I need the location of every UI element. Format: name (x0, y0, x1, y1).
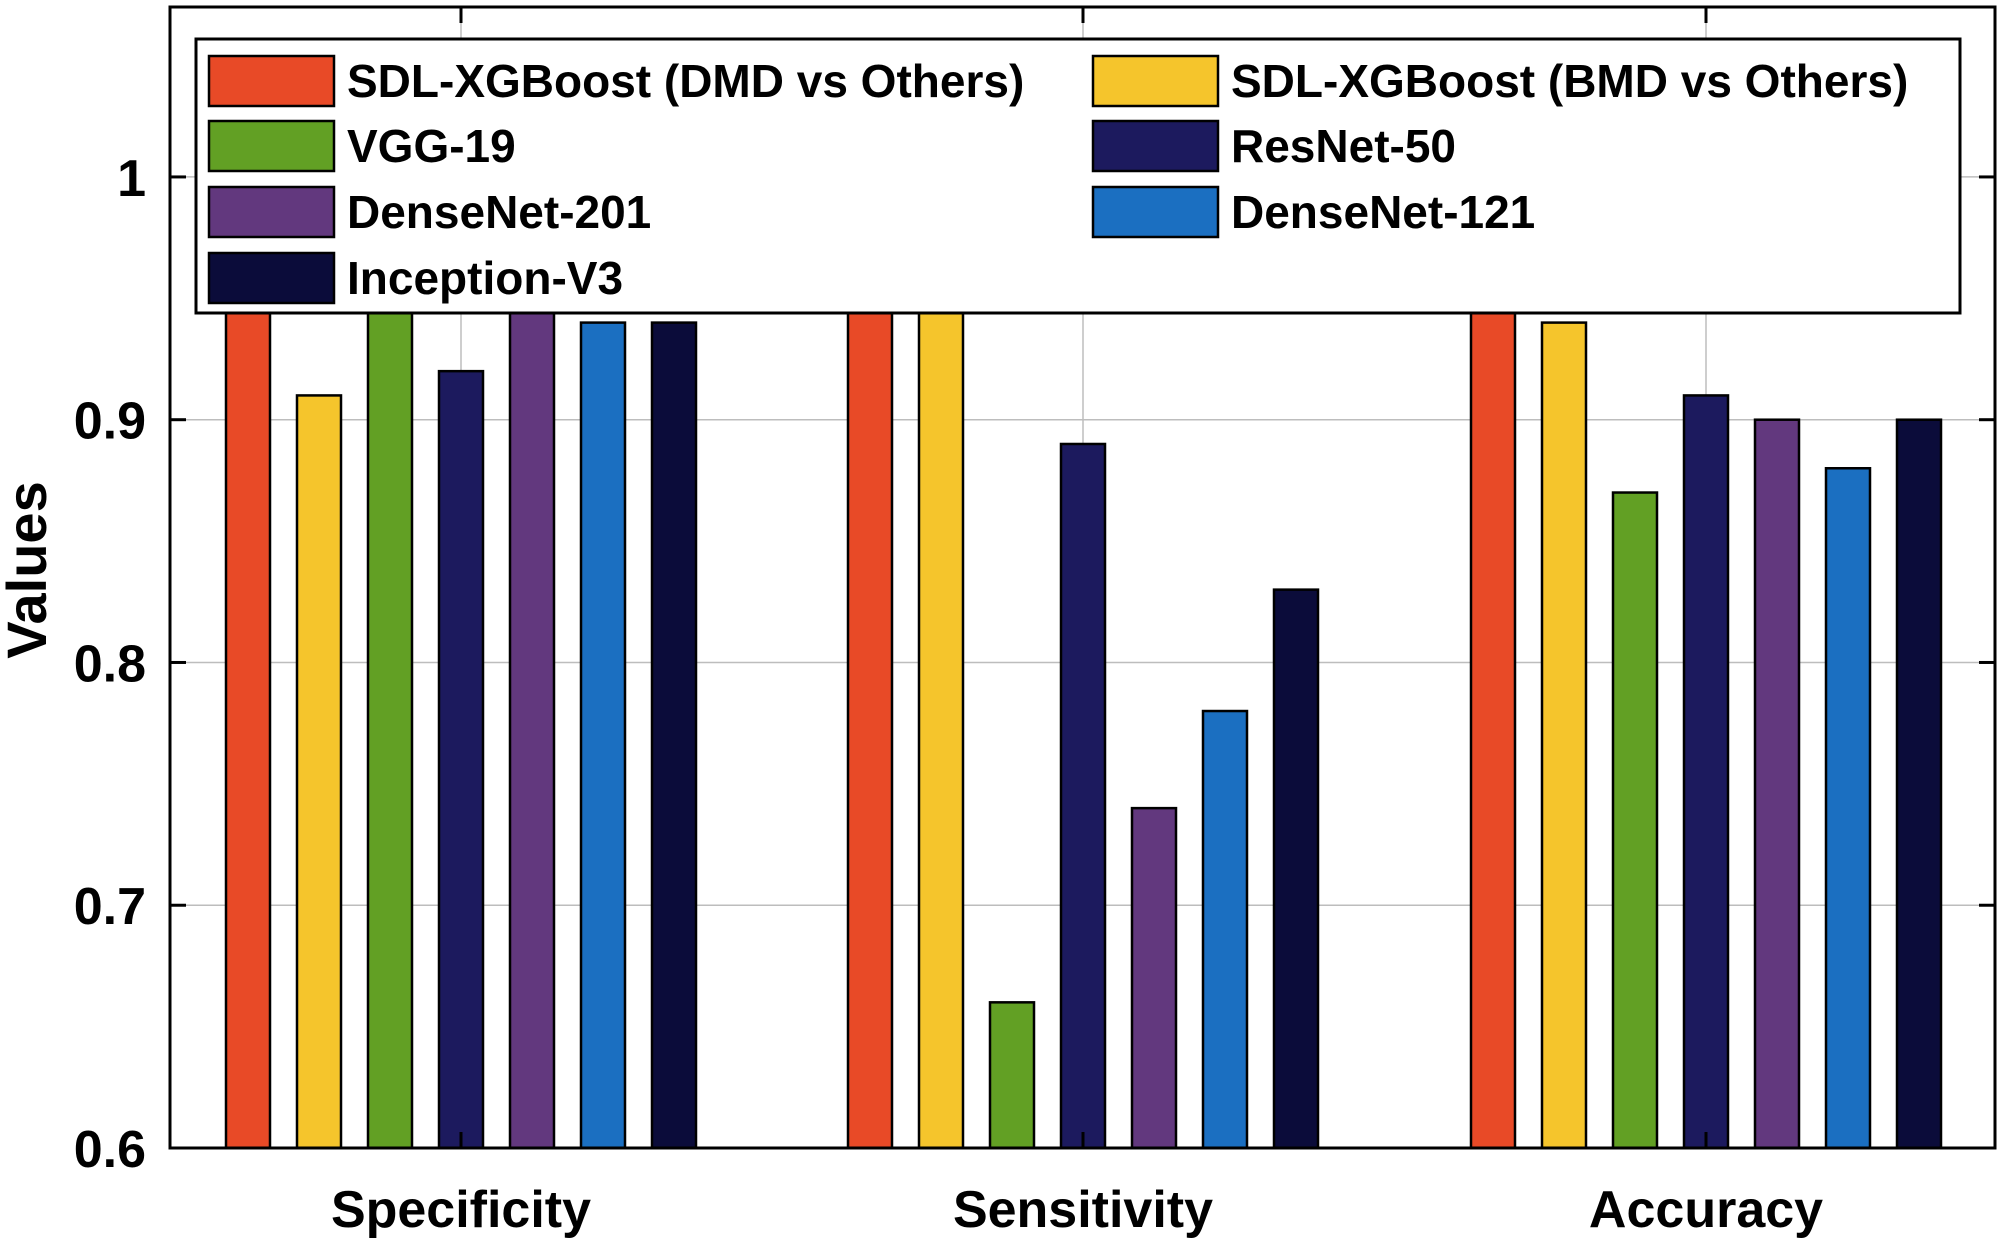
y-tick-label: 0.6 (74, 1121, 146, 1179)
x-category-label: Specificity (331, 1181, 591, 1239)
legend-label: SDL-XGBoost (DMD vs Others) (347, 55, 1024, 107)
bar-resnet-50-sensitivity (1059, 442, 1107, 1150)
legend-swatch (1091, 119, 1220, 173)
bar-vgg-19-accuracy (1611, 491, 1659, 1150)
legend-label: SDL-XGBoost (BMD vs Others) (1231, 55, 1908, 107)
bar-inception-v3-accuracy (1895, 418, 1943, 1150)
legend-label: DenseNet-201 (347, 186, 651, 238)
bar-sdl-xgboost-bmd-vs-others-sensitivity (917, 297, 965, 1150)
legend-swatch (1091, 185, 1220, 239)
bar-inception-v3-sensitivity (1272, 588, 1320, 1150)
y-tick-label: 0.7 (74, 878, 146, 936)
legend-label: DenseNet-121 (1231, 186, 1535, 238)
y-tick-label: 1 (117, 150, 146, 208)
bar-resnet-50-accuracy (1682, 394, 1730, 1150)
bars (224, 224, 1943, 1150)
bar-resnet-50-specificity (437, 369, 485, 1150)
bar-sdl-xgboost-dmd-vs-others-specificity (224, 224, 272, 1150)
x-category-label: Accuracy (1589, 1181, 1823, 1239)
bar-vgg-19-specificity (366, 224, 414, 1150)
axis-ticks: 0.6 0.7 0.8 0.9 1 Specificity Sensitivity Accur… (74, 7, 1995, 1239)
legend-swatch (207, 251, 336, 305)
y-tick-label: 0.9 (74, 393, 146, 451)
legend-swatch (207, 185, 336, 239)
legend: SDL-XGBoost (DMD vs Others) SDL-XGBoost (… (194, 37, 1962, 315)
bar-inception-v3-specificity (650, 321, 698, 1150)
bar-sdl-xgboost-bmd-vs-others-specificity (295, 394, 343, 1150)
legend-label: Inception-V3 (347, 252, 623, 304)
bar-densenet-201-specificity (508, 224, 556, 1150)
bar-sdl-xgboost-dmd-vs-others-sensitivity (846, 272, 894, 1150)
bar-densenet-201-accuracy (1753, 418, 1801, 1150)
x-category-label: Sensitivity (953, 1181, 1213, 1239)
legend-label: VGG-19 (347, 120, 516, 172)
legend-swatch (207, 54, 336, 108)
bar-sdl-xgboost-bmd-vs-others-accuracy (1540, 321, 1588, 1150)
legend-box (194, 37, 1962, 315)
legend-swatch (1091, 54, 1220, 108)
bar-vgg-19-sensitivity (988, 1001, 1036, 1150)
bar-densenet-121-sensitivity (1201, 709, 1249, 1150)
bar-densenet-121-specificity (579, 321, 627, 1150)
y-tick-label: 0.8 (74, 635, 146, 693)
y-axis-label: Values (0, 481, 58, 658)
bar-sdl-xgboost-dmd-vs-others-accuracy (1469, 272, 1517, 1150)
legend-swatch (207, 119, 336, 173)
bar-densenet-201-sensitivity (1130, 806, 1178, 1150)
bar-densenet-121-accuracy (1824, 467, 1872, 1150)
legend-label: ResNet-50 (1231, 120, 1456, 172)
